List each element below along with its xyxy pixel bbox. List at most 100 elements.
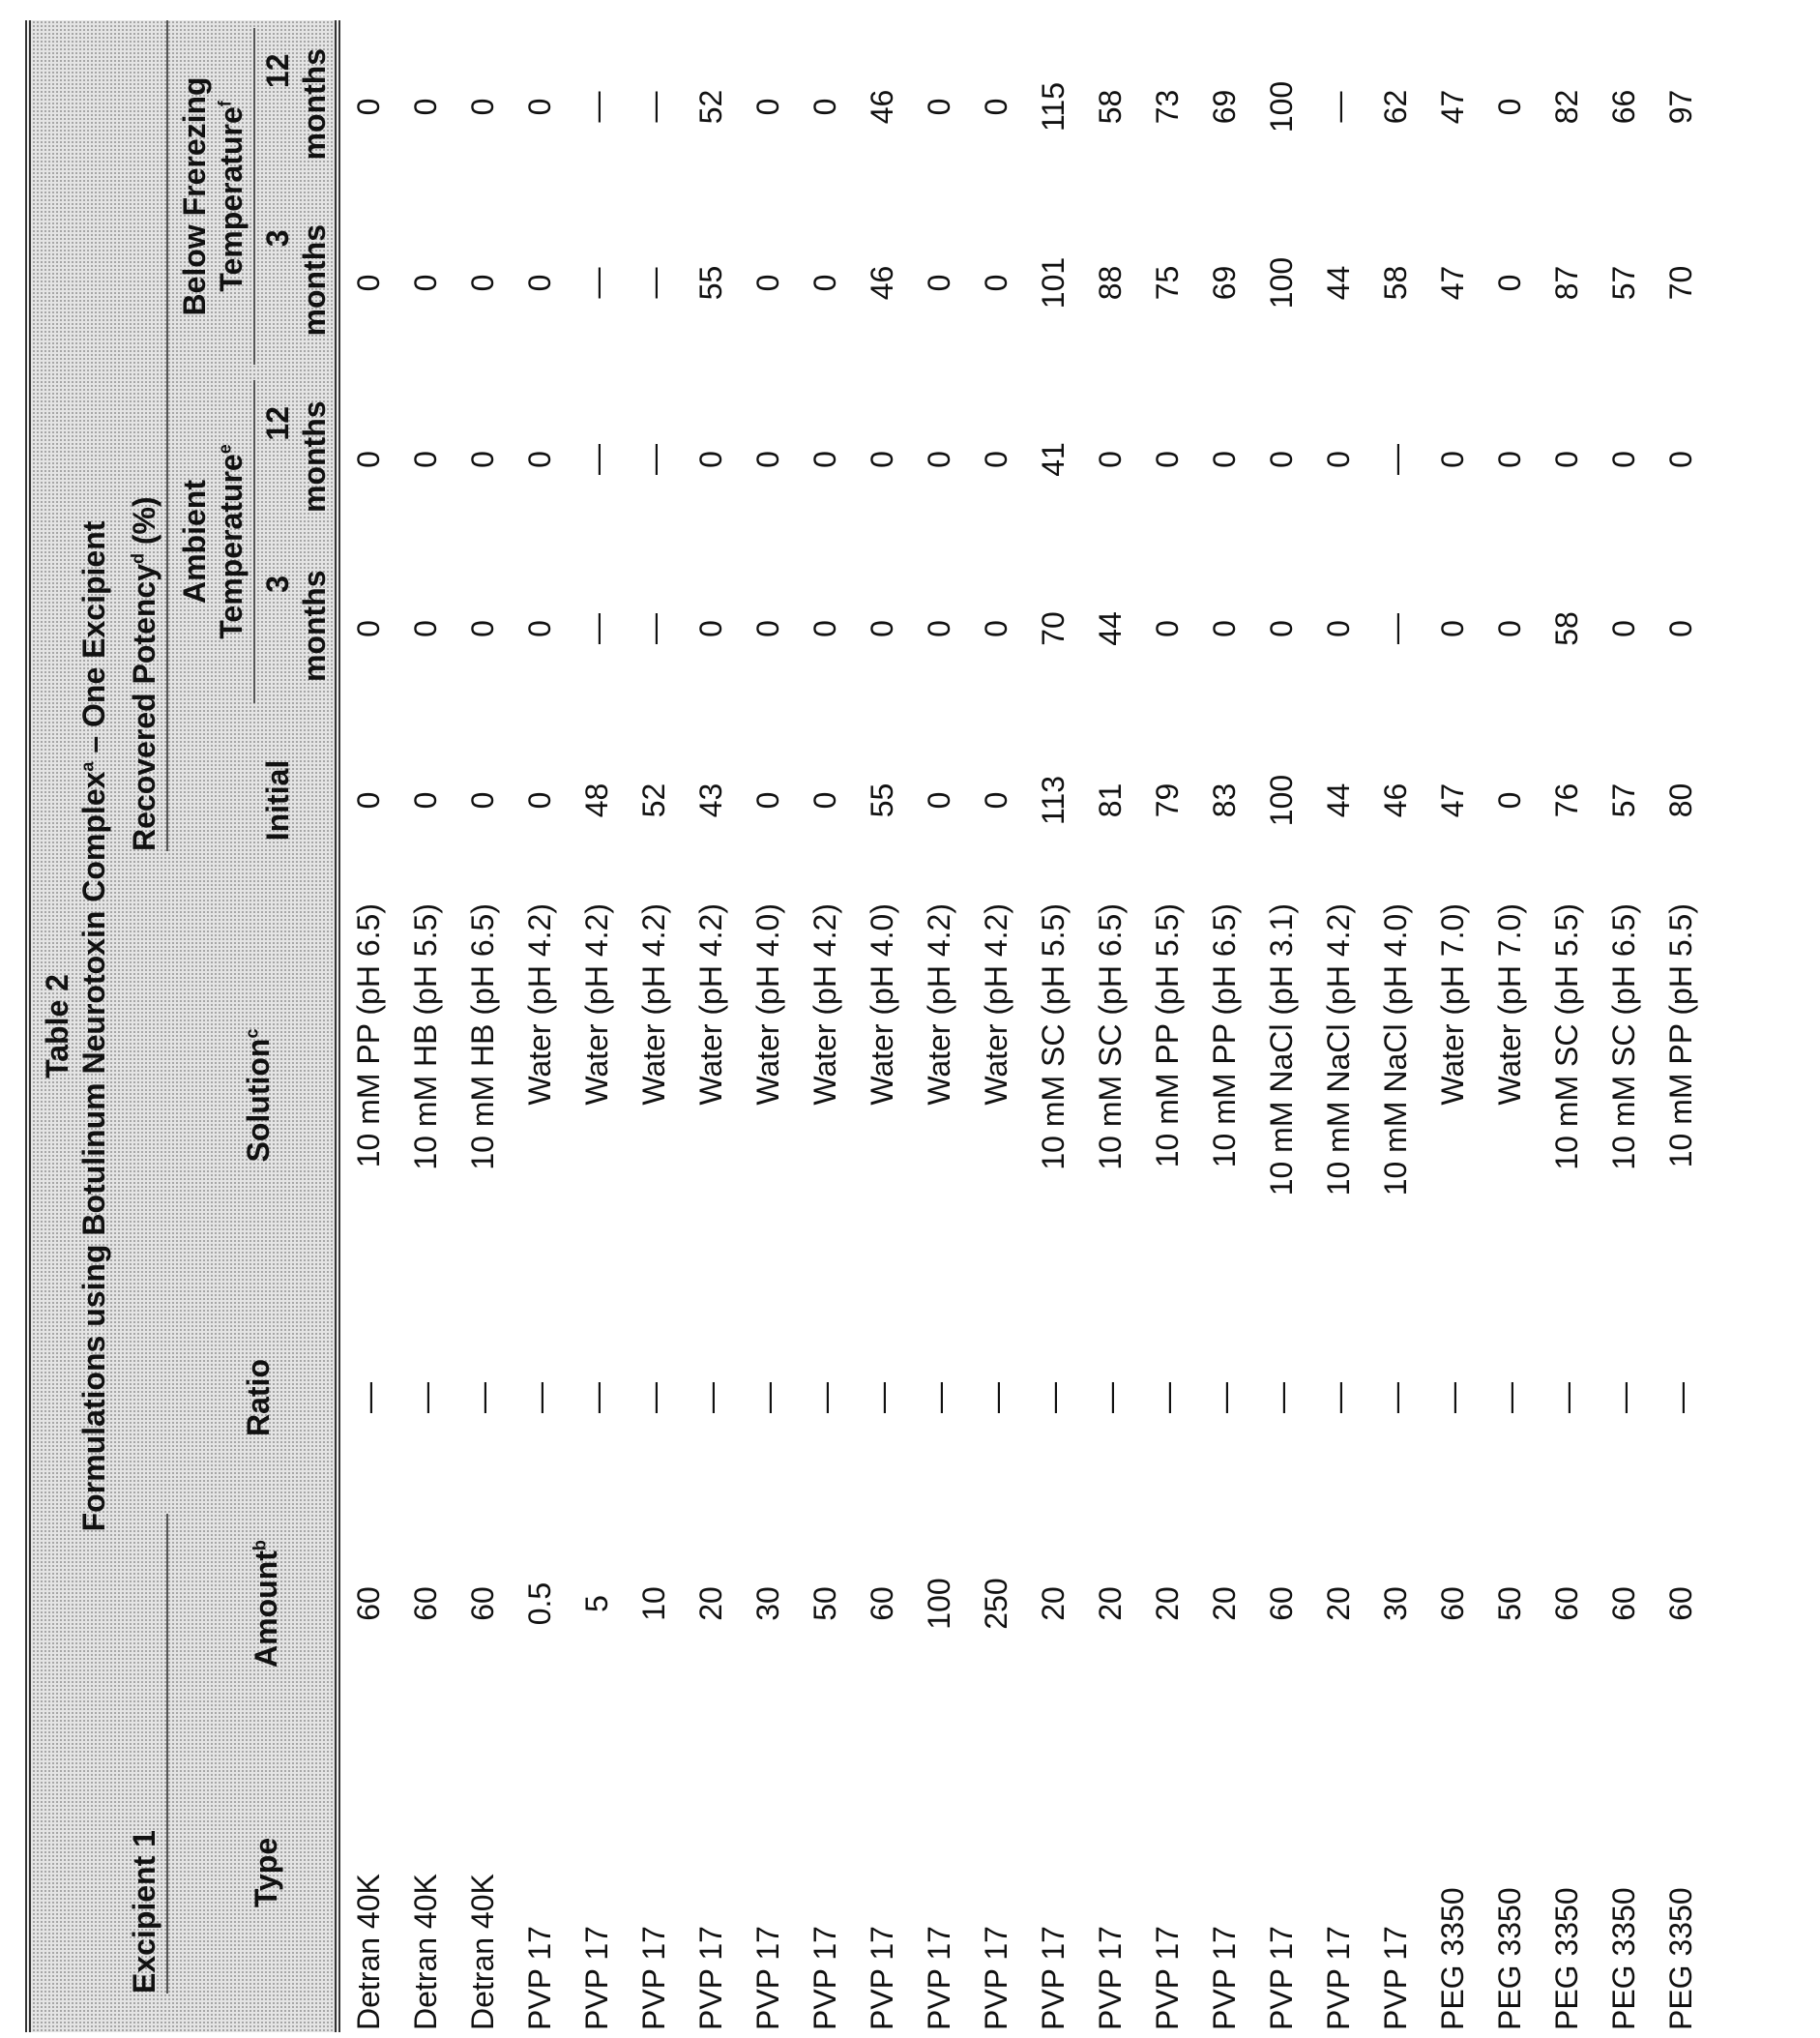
table-cell: — [569,193,626,372]
table-cell: PVP 17 [512,1713,569,2032]
table-cell: 0 [397,20,455,193]
ambient-text: Ambient Temperature [177,454,249,638]
table-cell: — [683,1301,740,1494]
table-cell: 20 [1196,1494,1253,1713]
table-cell: 0 [512,546,569,711]
table-cell: 0 [1482,20,1539,193]
potency-text: Recovered Potency [127,564,161,851]
table-cell: 0 [740,546,797,711]
period-header: 12 months [257,20,338,193]
excipient-group-text: Excipient 1 [126,1514,168,1994]
table-cell: 10 mM HB (pH 5.5) [397,890,455,1301]
table-cell: PVP 17 [968,1713,1025,2032]
table-cell: PEG 3350 [1539,1713,1596,2032]
table-cell: 47 [1424,193,1482,372]
table-cell: PEG 3350 [1596,1713,1653,2032]
table-cell: 10 mM SC (pH 5.5) [1025,890,1082,1301]
table-cell: 0 [911,546,968,711]
table-cell: 0 [512,372,569,546]
solution-sup: c [242,1029,261,1039]
table-cell: 10 mM SC (pH 6.5) [1082,890,1139,1301]
table-row: PEG 335060—10 mM SC (pH 5.5)765808782 [1539,20,1596,2032]
table-cell: 0 [1139,372,1196,546]
table-cell: 0 [455,546,512,711]
table-cell: Water (pH 7.0) [1482,890,1539,1301]
table-cell: 44 [1310,193,1367,372]
table-cell: 0 [1653,372,1710,546]
table-cell: 0 [1424,546,1482,711]
table-cell: 0 [911,711,968,890]
table-cell: — [1367,372,1424,546]
table-cell: 75 [1139,193,1196,372]
table-cell: 50 [797,1494,854,1713]
table-cell: 0 [797,546,854,711]
table-row: PEG 335060—Water (pH 7.0)47004747 [1424,20,1482,2032]
table-cell: 0 [1653,546,1710,711]
table-cell: 0.5 [512,1494,569,1713]
table-cell: Water (pH 4.2) [626,890,683,1301]
table-cell: 69 [1196,20,1253,193]
table-cell: 0 [512,20,569,193]
amount-header: Amountb [168,1494,338,1713]
table-cell: — [512,1301,569,1494]
table-cell: 10 mM HB (pH 6.5) [455,890,512,1301]
table-cell: — [1082,1301,1139,1494]
table-cell: 0 [455,20,512,193]
table-cell: Water (pH 4.2) [911,890,968,1301]
table-cell: — [569,1301,626,1494]
table-cell: — [1196,1301,1253,1494]
table-cell: — [626,546,683,711]
table-cell: 0 [338,546,397,711]
below-header: Below Frerezing Temperaturef [168,20,257,372]
table-cell: Water (pH 4.2) [569,890,626,1301]
table-cell: PEG 3350 [1424,1713,1482,2032]
table-cell: 50 [1482,1494,1539,1713]
table-cell: 10 [626,1494,683,1713]
table-cell: 0 [338,193,397,372]
table-cell: 30 [1367,1494,1424,1713]
table-cell: 81 [1082,711,1139,890]
table-cell: 0 [854,546,911,711]
table-cell: — [626,193,683,372]
table-cell: — [1424,1301,1482,1494]
table-cell: 0 [797,193,854,372]
table-cell: 0 [683,546,740,711]
table-cell: PVP 17 [740,1713,797,2032]
table-cell: 46 [854,193,911,372]
table-cell: 0 [740,20,797,193]
table-cell: PVP 17 [797,1713,854,2032]
table-cell: — [911,1301,968,1494]
table-cell: 0 [1196,546,1253,711]
table-cell: 0 [968,546,1025,711]
solution-header: Solutionc [116,890,338,1301]
table-cell: 57 [1596,193,1653,372]
table-cell: 20 [683,1494,740,1713]
table-cell: 115 [1025,20,1082,193]
table-cell: 100 [1253,20,1310,193]
table-cell: Water (pH 4.0) [740,890,797,1301]
table-cell: 0 [397,193,455,372]
table-row: PVP 1720—10 mM PP (pH 5.5)79007573 [1139,20,1196,2032]
table-cell: 0 [1082,372,1139,546]
table-cell: 0 [1424,372,1482,546]
table-title: Formulations using Botulinum Neurotoxin … [75,20,112,2032]
table-cell: 0 [740,193,797,372]
period-text: 3 months [259,576,333,682]
table-cell: 10 mM PP (pH 6.5) [1196,890,1253,1301]
table-cell: 10 mM PP (pH 5.5) [1653,890,1710,1301]
table-row: PVP 1720—10 mM SC (pH 5.5)1137041101115 [1025,20,1082,2032]
table-row: PEG 335060—10 mM SC (pH 6.5)57005766 [1596,20,1653,2032]
table-cell: — [1367,1301,1424,1494]
amount-sup: b [250,1540,269,1551]
period-header: 3 months [257,546,338,711]
table-cell: 10 mM NaCl (pH 4.0) [1367,890,1424,1301]
table-cell: 55 [683,193,740,372]
table-cell: PVP 17 [683,1713,740,2032]
table-cell: — [569,20,626,193]
table-cell: 10 mM NaCl (pH 3.1) [1253,890,1310,1301]
ambient-header: Ambient Temperaturee [168,372,257,711]
table-cell: 0 [797,711,854,890]
table-cell: — [455,1301,512,1494]
table-cell: 58 [1539,546,1596,711]
